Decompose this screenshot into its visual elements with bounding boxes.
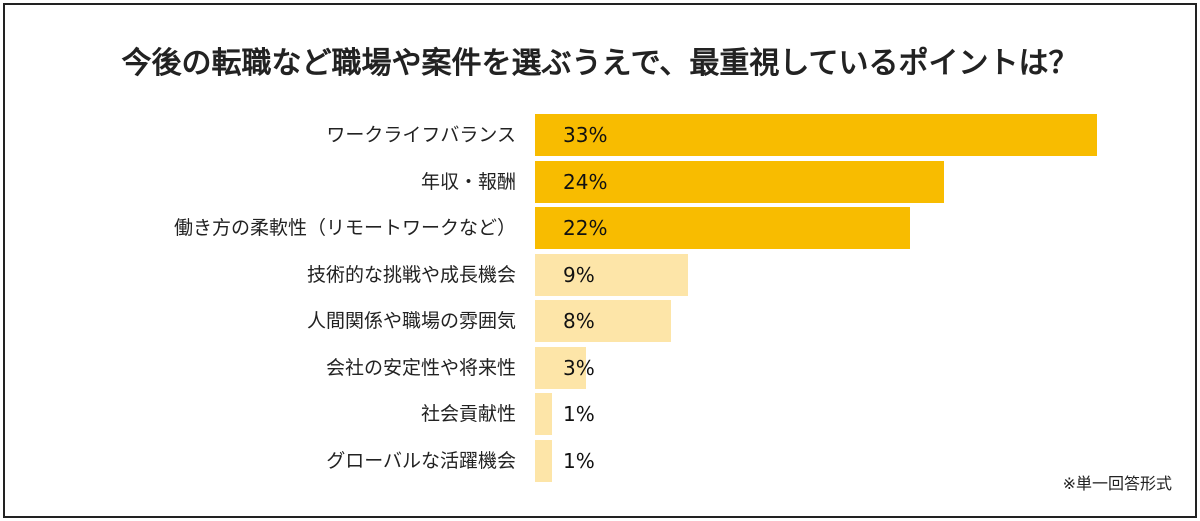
bar [535,114,1097,156]
category-label: 技術的な挑戦や成長機会 [306,263,516,286]
value-label: 1% [563,448,595,473]
value-label: 3% [563,355,595,380]
category-label: 年収・報酬 [420,170,516,193]
category-label: 働き方の柔軟性（リモートワークなど） [173,217,516,239]
category-label: ワークライフバランス [326,124,516,146]
bar [535,253,689,296]
value-label: 33% [563,123,608,147]
bar [535,346,587,389]
value-label: 9% [563,262,595,287]
chart-frame [3,3,1197,518]
chart-title: 今後の転職など職場や案件を選ぶうえで、最重視しているポイントは？ [121,46,1079,81]
bar [535,300,672,342]
bar [535,439,553,482]
value-label: 1% [563,402,595,426]
chart-note: ※単一回答形式 [1062,474,1172,493]
category-label: 人間関係や職場の雰囲気 [306,310,516,332]
bar [535,207,910,249]
category-label: グローバルな活躍機会 [326,449,516,472]
bar [535,393,553,435]
category-label: 社会貢献性 [420,403,516,425]
value-label: 22% [563,216,608,240]
category-label: 会社の安定性や将来性 [325,356,516,379]
value-label: 24% [563,169,608,194]
value-label: 8% [563,309,595,333]
bar [535,160,944,203]
